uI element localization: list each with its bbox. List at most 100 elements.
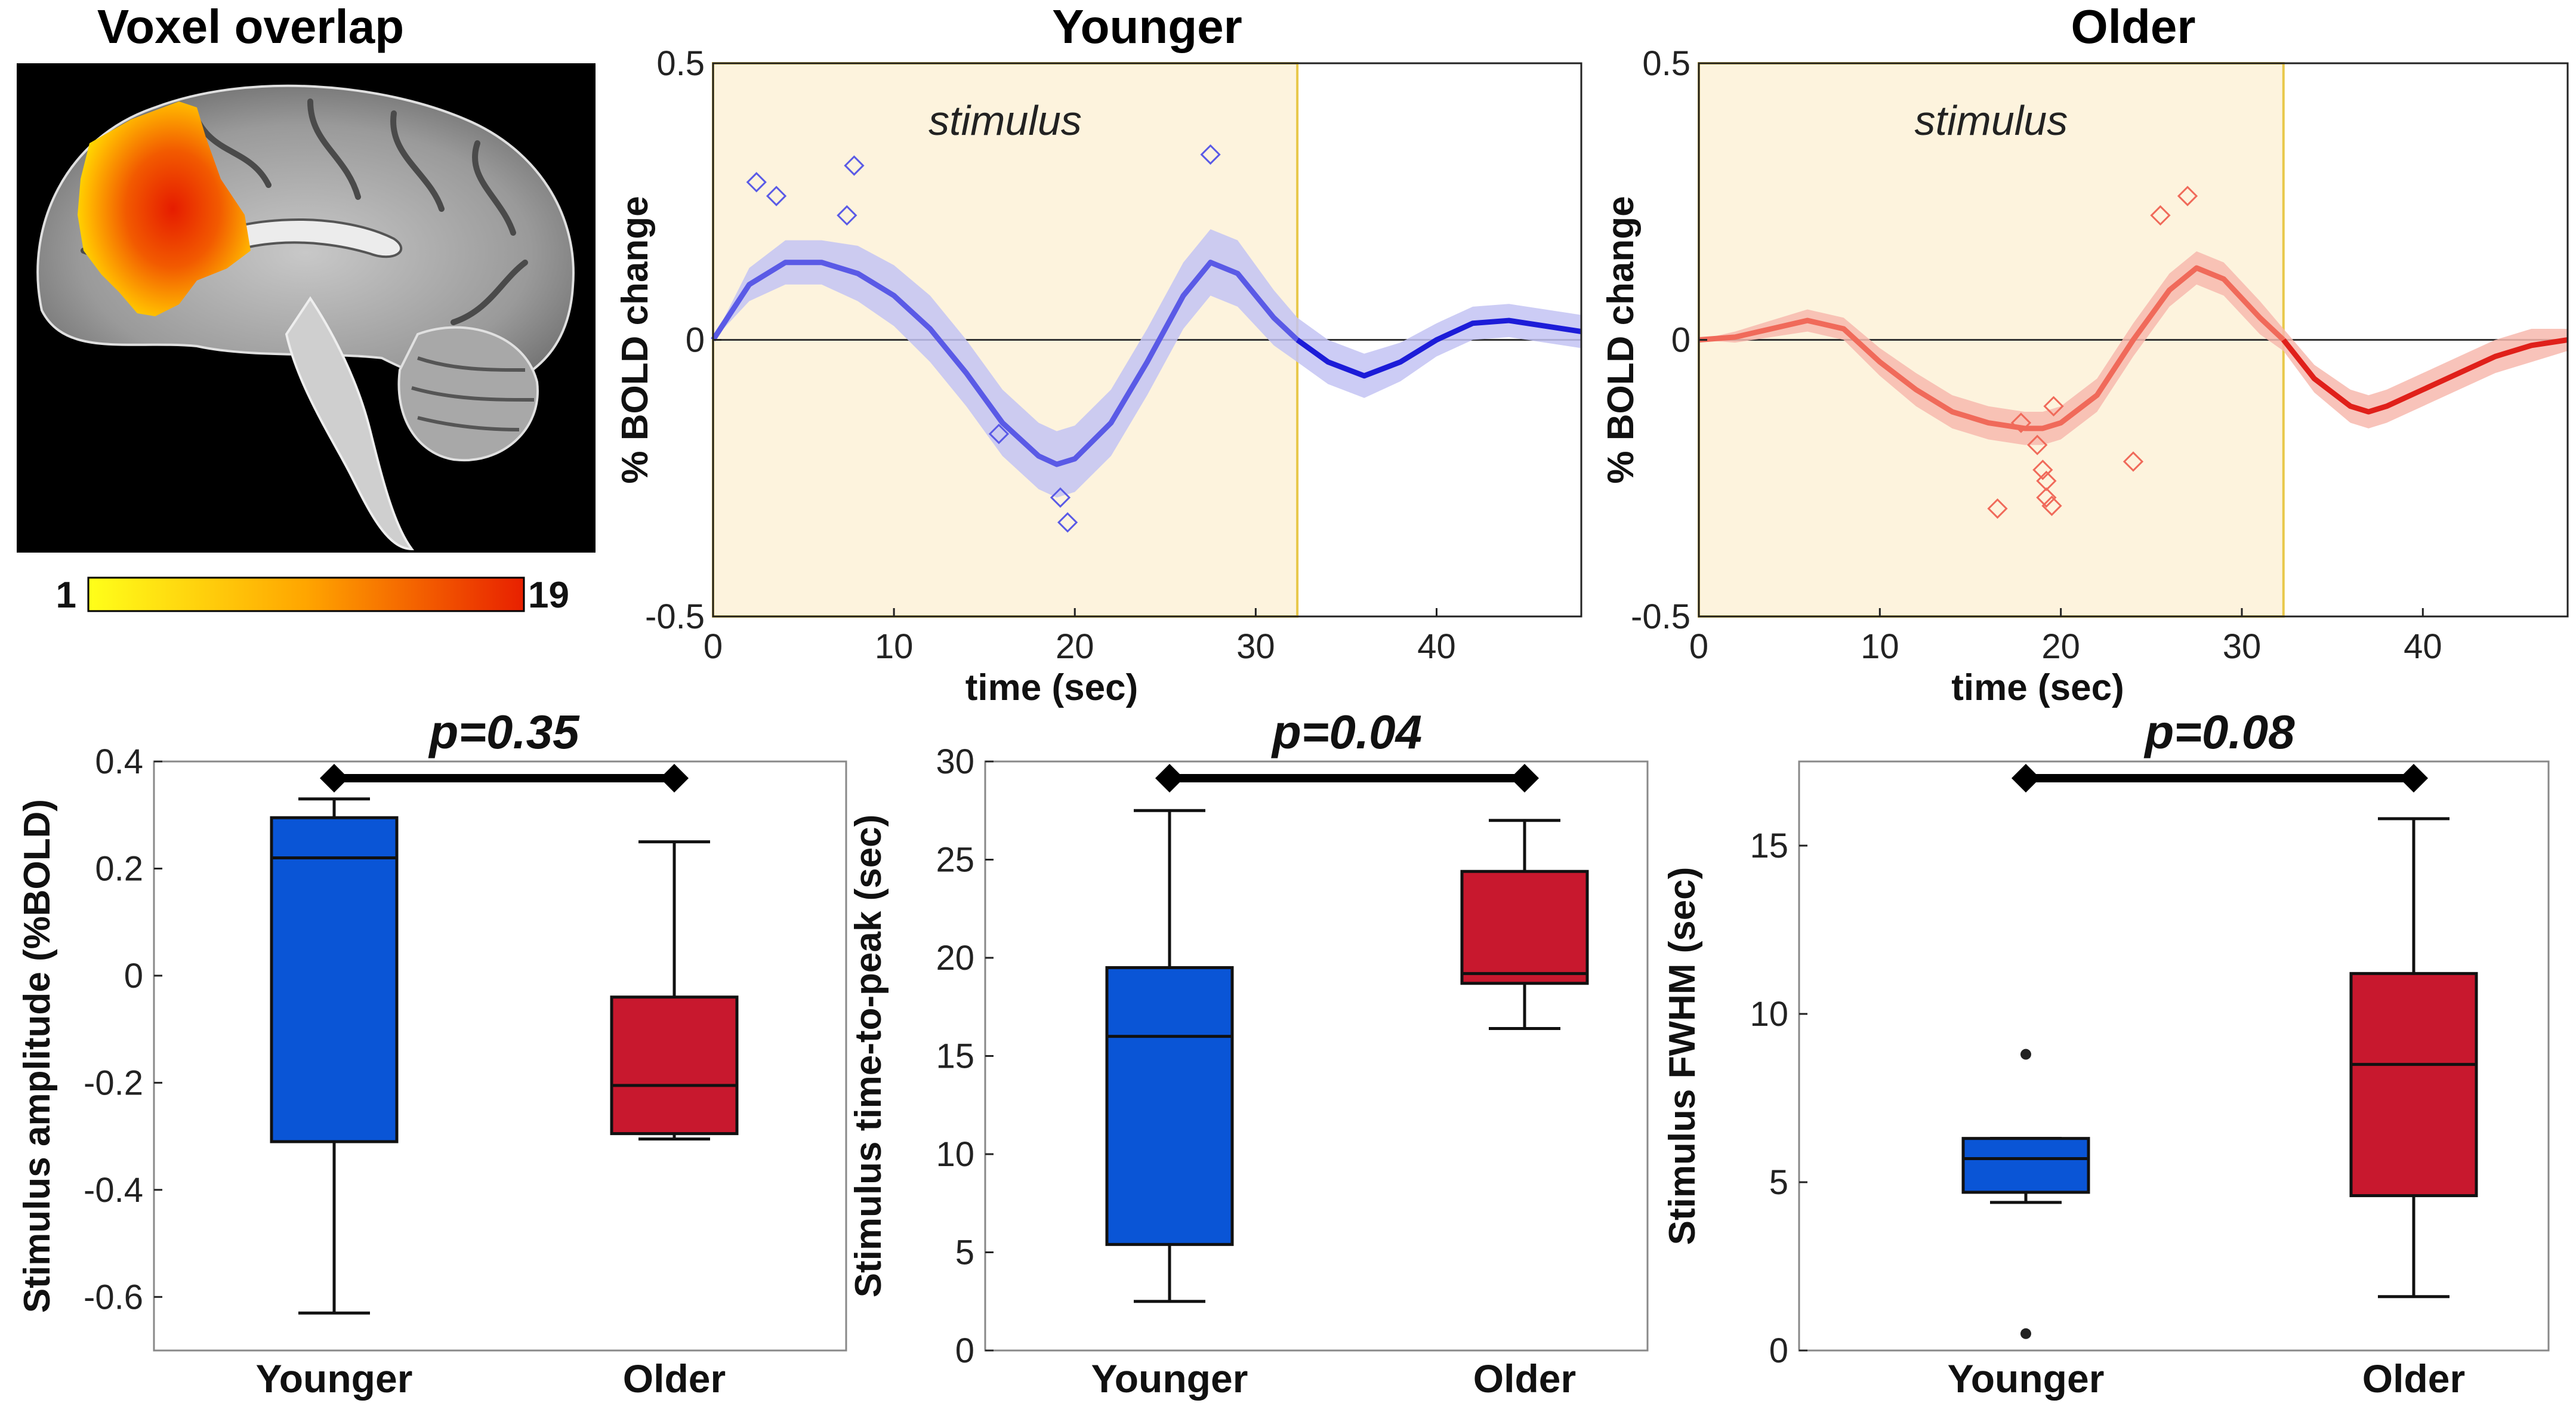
y-tick-label: 30 [936,742,974,781]
amplitude-boxplot-chart: Younger Older 0.4 0.2 0 -0.2 -0.4 -0.6 p=0.35 Sti… [17,705,847,1401]
peak-marker [2036,487,2057,508]
fwhm-boxplot-chart: Younger Older 0 5 10 15 p=0.08 Stimulus FWHM (s… [1662,705,2550,1401]
y-tick-label: 0 [955,1331,974,1370]
peak-marker [2043,396,2064,417]
y-tick-label: -0.5 [645,597,705,636]
y-tick-label: -0.4 [84,1171,143,1210]
x-tick-label: 40 [1417,627,1456,666]
x-tick-label: 0 [1689,627,1708,666]
outlier-point [2020,1328,2031,1339]
plot-frame [984,760,1649,1352]
y-tick-label: -0.2 [84,1063,143,1102]
y-tick-label: 10 [936,1135,974,1174]
x-tick-label: 30 [1236,627,1275,666]
peak-marker [2036,470,2057,492]
plot-frame [153,760,847,1352]
brain-panel: Voxel overlap 1 19 [17,0,596,616]
category-label: Younger [256,1356,413,1401]
category-label: Older [2362,1356,2465,1401]
brain-cerebellum-folia [411,356,535,431]
peak-marker [1050,487,1071,508]
peak-marker [766,186,787,206]
y-tick-label: 5 [1769,1163,1788,1202]
significance-diamond [1510,764,1539,793]
chart-title: Older [2071,0,2196,53]
x-tick-label: 0 [704,627,723,666]
x-tick-label: 40 [2404,627,2442,666]
y-tick-label: 5 [955,1234,974,1272]
x-tick-label: 30 [2223,627,2262,666]
y-tick-label: 15 [936,1037,974,1076]
y-tick-label: 0.2 [95,849,143,888]
peak-marker [2032,460,2053,480]
y-tick-label: 0 [686,321,705,360]
brain-stem [285,296,415,551]
peak-marker [2122,451,2144,472]
significance-diamond [1155,764,1184,793]
box [1460,869,1589,985]
mean-curve-post-stimulus [1295,317,1582,379]
confidence-band [1699,251,2568,445]
y-tick-label: 20 [936,939,974,978]
y-tick-label: 0.5 [656,44,705,83]
x-axis-label: time (sec) [1951,667,2124,708]
colorbar-max-label: 19 [528,575,569,616]
outlier-point [2020,1049,2031,1060]
peak-marker [1987,498,2008,519]
y-tick-label: 10 [1750,995,1788,1034]
significance-diamond [2012,764,2040,793]
peak-marker [2150,205,2171,226]
brain-cerebellum [397,326,539,462]
x-tick-label: 20 [2041,627,2080,666]
peak-marker [1057,512,1078,533]
y-tick-label: 0 [1769,1331,1788,1370]
peak-marker [1200,144,1221,165]
category-label: Older [623,1356,726,1401]
peak-marker [837,205,857,226]
stimulus-label: stimulus [928,97,1082,144]
y-tick-label: 0 [124,957,143,995]
y-tick-label: 0.4 [95,742,143,781]
category-label: Younger [1091,1356,1248,1401]
box [1105,966,1234,1246]
peak-marker [2010,412,2032,433]
peak-marker [746,172,767,193]
y-axis-label: % BOLD change [1600,196,1642,483]
peak-marker [2177,186,2198,206]
colorbar: 1 19 [56,575,569,616]
y-axis-label: % BOLD change [615,196,656,483]
y-axis-label: Stimulus amplitude (%BOLD) [17,799,58,1313]
mean-curve-post-stimulus [2281,337,2568,415]
peak-marker [2027,434,2048,455]
time-to-peak-boxplot-chart: Younger Older 0 5 10 15 20 25 30 p=0.04 Stimulus t… [848,705,1649,1401]
significance-diamond [320,764,348,793]
p-value-label: p=0.35 [428,705,580,758]
p-value-label: p=0.04 [1271,705,1422,758]
box [2349,972,2478,1198]
peak-marker [988,423,1010,445]
x-tick-label: 10 [1861,627,1899,666]
y-tick-label: -0.5 [1631,597,1690,636]
peak-marker [844,155,865,176]
peak-marker [2041,495,2062,516]
p-value-label: p=0.08 [2143,705,2295,758]
significance-diamond [660,764,689,793]
colorbar-gradient [87,576,525,612]
category-label: Older [1473,1356,1576,1401]
voxel-overlap-heatmap [78,101,251,316]
box [1961,1137,2090,1194]
y-tick-label: -0.6 [84,1278,143,1316]
significance-diamond [2399,764,2428,793]
box [270,816,399,1143]
brain-title: Voxel overlap [97,0,404,53]
colorbar-min-label: 1 [56,575,76,616]
x-axis-label: time (sec) [965,667,1138,708]
x-tick-label: 20 [1056,627,1094,666]
category-label: Younger [1948,1356,2105,1401]
y-tick-label: 0 [1671,321,1690,360]
box [610,995,739,1136]
y-tick-label: 15 [1750,827,1788,865]
